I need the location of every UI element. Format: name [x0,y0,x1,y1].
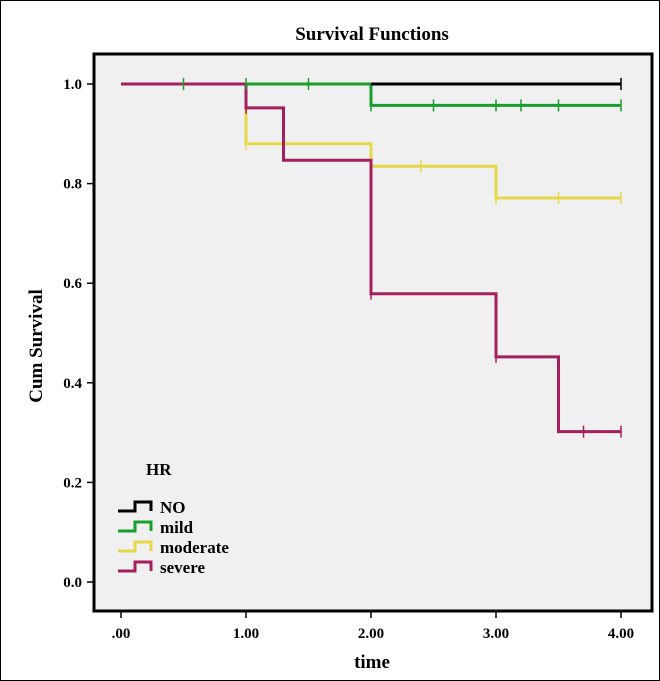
y-tick-label: 1.0 [63,77,82,93]
x-tick-label: 2.00 [358,626,384,642]
legend-swatch-no [118,500,153,513]
legend-swatch-severe [118,560,153,573]
y-tick-label: 0.8 [63,177,82,193]
legend-swatch-moderate [118,540,153,553]
y-tick-label: 0.0 [63,575,82,591]
x-tick-label: 4.00 [608,626,634,642]
legend-label-moderate: moderate [160,538,229,557]
legend-label-no: NO [160,498,186,517]
chart-title: Survival Functions [295,24,449,45]
plot-area [92,52,654,613]
legend-title: HR [146,460,172,479]
y-tick-label: 0.6 [63,276,82,292]
y-axis-label: Cum Survival [26,289,47,403]
x-tick-label: 1.00 [233,626,259,642]
x-axis-label: time [354,652,390,673]
x-tick-label: .00 [112,626,131,642]
legend-label-mild: mild [160,518,194,537]
y-tick-label: 0.2 [63,475,82,491]
legend-swatch-mild [118,520,153,533]
y-tick-label: 0.4 [63,376,82,392]
legend-label-severe: severe [160,558,205,577]
x-tick-label: 3.00 [483,626,509,642]
